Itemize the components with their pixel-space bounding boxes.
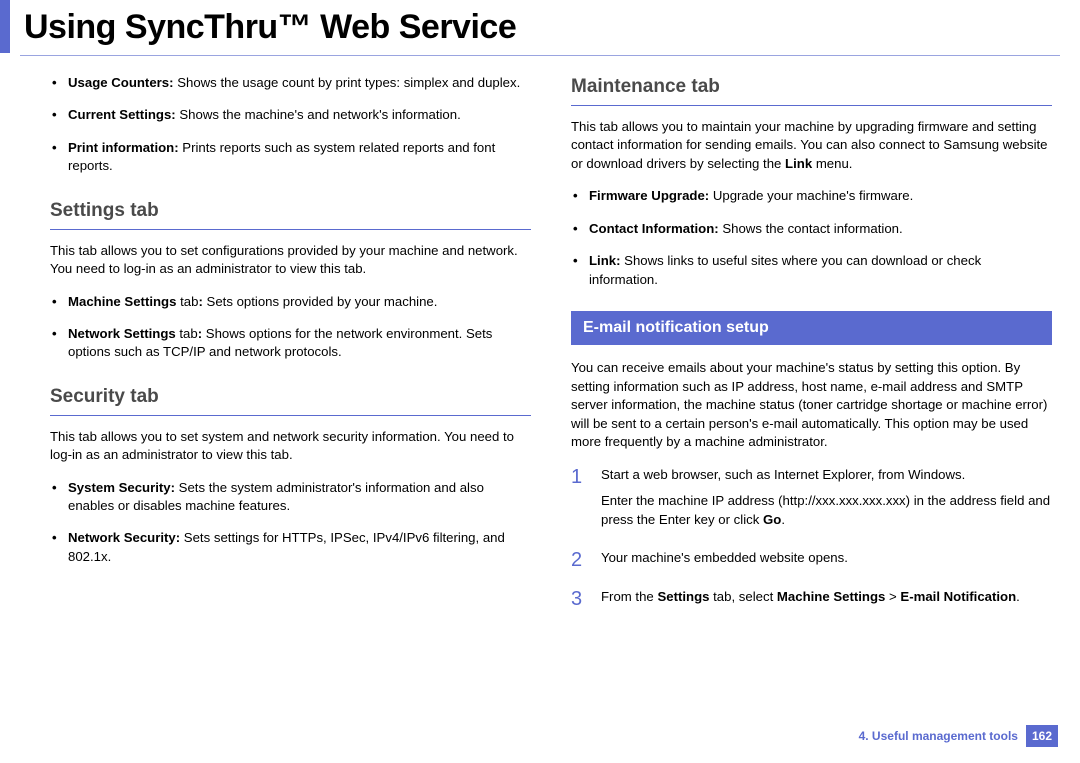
email-notification-body: You can receive emails about your machin…: [571, 359, 1052, 451]
footer-chapter-label: 4. Useful management tools: [859, 729, 1018, 743]
bullet-label: Firmware Upgrade:: [589, 188, 709, 203]
content-columns: Usage Counters: Shows the usage count by…: [0, 74, 1080, 626]
page-footer: 4. Useful management tools 162: [859, 725, 1058, 747]
bullet-text: Shows links to useful sites where you ca…: [589, 253, 981, 286]
bullet-text: Sets options provided by your machine.: [203, 294, 438, 309]
bullet-label: Usage Counters:: [68, 75, 174, 90]
right-column: Maintenance tab This tab allows you to m…: [571, 74, 1052, 626]
bullet-contact-information: Contact Information: Shows the contact i…: [571, 220, 1052, 238]
section-rule: [571, 105, 1052, 106]
email-notification-banner: E-mail notification setup: [571, 311, 1052, 345]
bullet-label: Machine Settings: [68, 294, 176, 309]
bullet-label: Network Security:: [68, 530, 180, 545]
bullet-label: Print information:: [68, 140, 179, 155]
bullet-label: Link:: [589, 253, 621, 268]
maintenance-tab-heading: Maintenance tab: [571, 74, 1052, 101]
security-tab-heading: Security tab: [50, 384, 531, 411]
section-rule: [50, 229, 531, 230]
bullet-text: Upgrade your machine's firmware.: [709, 188, 913, 203]
bullet-system-security: System Security: Sets the system adminis…: [50, 479, 531, 516]
title-bar: Using SyncThru™ Web Service: [0, 0, 1080, 53]
info-tab-bullets: Usage Counters: Shows the usage count by…: [50, 74, 531, 176]
step-number: 2: [571, 549, 601, 571]
bullet-label: Network Settings: [68, 326, 176, 341]
step-1-line-2: Enter the machine IP address (http://xxx…: [601, 492, 1052, 529]
step-3-line-1: From the Settings tab, select Machine Se…: [601, 588, 1020, 606]
bullet-print-information: Print information: Prints reports such a…: [50, 139, 531, 176]
bullet-link-menu: Link: Shows links to useful sites where …: [571, 252, 1052, 289]
bullet-current-settings: Current Settings: Shows the machine's an…: [50, 106, 531, 124]
left-column: Usage Counters: Shows the usage count by…: [50, 74, 531, 626]
bullet-network-settings: Network Settings tab: Shows options for …: [50, 325, 531, 362]
bullet-firmware-upgrade: Firmware Upgrade: Upgrade your machine's…: [571, 187, 1052, 205]
bullet-label: Current Settings:: [68, 107, 176, 122]
settings-tab-body: This tab allows you to set configuration…: [50, 242, 531, 279]
maintenance-tab-body: This tab allows you to maintain your mac…: [571, 118, 1052, 173]
step-body: From the Settings tab, select Machine Se…: [601, 588, 1020, 614]
step-body: Your machine's embedded website opens.: [601, 549, 848, 575]
step-number: 1: [571, 466, 601, 488]
step-2-line-1: Your machine's embedded website opens.: [601, 549, 848, 567]
bullet-network-security: Network Security: Sets settings for HTTP…: [50, 529, 531, 566]
bullet-text: Shows the machine's and network's inform…: [176, 107, 461, 122]
document-page: Using SyncThru™ Web Service Usage Counte…: [0, 0, 1080, 763]
step-3: 3 From the Settings tab, select Machine …: [571, 588, 1052, 614]
bullet-machine-settings: Machine Settings tab: Sets options provi…: [50, 293, 531, 311]
footer-page-number: 162: [1026, 725, 1058, 747]
section-rule: [50, 415, 531, 416]
bullet-label: Contact Information:: [589, 221, 719, 236]
step-number: 3: [571, 588, 601, 610]
step-body: Start a web browser, such as Internet Ex…: [601, 466, 1052, 537]
bullet-text: Shows the usage count by print types: si…: [174, 75, 521, 90]
title-underline: [20, 55, 1060, 56]
step-2: 2 Your machine's embedded website opens.: [571, 549, 1052, 575]
maintenance-tab-bullets: Firmware Upgrade: Upgrade your machine's…: [571, 187, 1052, 289]
security-tab-body: This tab allows you to set system and ne…: [50, 428, 531, 465]
bullet-usage-counters: Usage Counters: Shows the usage count by…: [50, 74, 531, 92]
bullet-text: Shows the contact information.: [719, 221, 903, 236]
step-1: 1 Start a web browser, such as Internet …: [571, 466, 1052, 537]
page-title: Using SyncThru™ Web Service: [24, 8, 1080, 47]
email-steps: 1 Start a web browser, such as Internet …: [571, 466, 1052, 614]
settings-tab-heading: Settings tab: [50, 198, 531, 225]
bullet-label: System Security:: [68, 480, 175, 495]
security-tab-bullets: System Security: Sets the system adminis…: [50, 479, 531, 567]
settings-tab-bullets: Machine Settings tab: Sets options provi…: [50, 293, 531, 362]
step-1-line-1: Start a web browser, such as Internet Ex…: [601, 466, 1052, 484]
